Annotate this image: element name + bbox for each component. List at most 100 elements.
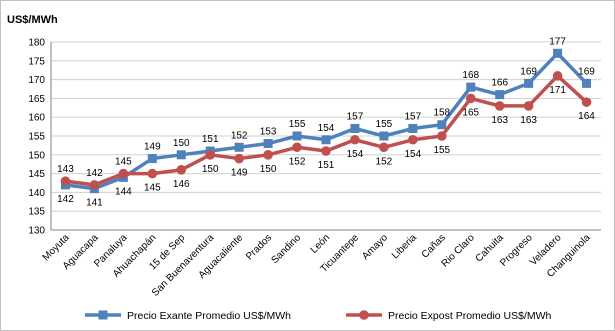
data-label: 151 — [318, 160, 335, 171]
y-axis-title: US$/MWh — [7, 14, 58, 26]
x-tick-label: León — [309, 232, 333, 256]
data-point — [379, 142, 389, 153]
legend: Precio Exante Promedio US$/MWh Precio Exp… — [85, 310, 552, 322]
x-tick-label: Progreso — [498, 232, 535, 269]
data-label: 166 — [491, 78, 508, 89]
data-point — [408, 134, 418, 145]
data-point — [263, 139, 273, 149]
data-label: 145 — [115, 157, 132, 168]
data-label: 157 — [347, 111, 364, 122]
data-label: 142 — [86, 168, 103, 179]
data-point — [553, 48, 563, 58]
data-point — [321, 146, 331, 156]
legend-label-1: Precio Exante Promedio US$/MWh — [127, 310, 291, 322]
y-tick-label: 150 — [28, 150, 45, 161]
data-label: 150 — [202, 164, 219, 175]
data-label: 155 — [376, 119, 393, 130]
data-label: 169 — [578, 66, 595, 77]
data-point — [379, 131, 389, 141]
data-point — [118, 168, 129, 179]
data-point — [581, 97, 592, 107]
data-point — [437, 120, 447, 130]
data-label: 163 — [520, 115, 537, 126]
data-point — [234, 153, 244, 164]
data-point — [552, 71, 563, 81]
data-label: 177 — [549, 36, 566, 47]
series-layer — [60, 48, 592, 194]
data-label: 157 — [404, 111, 421, 122]
data-label: 155 — [289, 119, 306, 130]
data-point — [494, 101, 505, 111]
y-tick-label: 140 — [28, 188, 45, 199]
y-axis-ticks: 130 135 140 145 150 155 160 165 170 175 180 — [28, 38, 45, 237]
data-label: 171 — [549, 85, 566, 96]
data-point — [408, 123, 418, 133]
x-tick-label: Cañas — [420, 232, 448, 260]
data-label: 146 — [173, 179, 190, 190]
data-point — [524, 78, 534, 88]
data-point — [147, 168, 158, 179]
legend-marker — [359, 310, 369, 320]
data-point — [466, 82, 476, 92]
legend-label-2: Precio Expost Promedio US$/MWh — [388, 310, 552, 322]
data-label: 154 — [318, 123, 335, 134]
data-point — [465, 93, 476, 104]
y-tick-label: 165 — [28, 94, 45, 105]
x-tick-label: Liberia — [390, 232, 419, 261]
data-point — [234, 142, 244, 152]
data-point — [176, 165, 187, 175]
data-label: 154 — [404, 149, 421, 160]
data-label: 143 — [57, 164, 74, 175]
y-tick-label: 160 — [28, 113, 45, 124]
y-tick-label: 145 — [28, 169, 45, 180]
data-point — [350, 134, 360, 145]
legend-marker — [98, 310, 108, 320]
y-tick-label: 180 — [28, 38, 45, 49]
data-label: 151 — [202, 134, 219, 145]
data-label: 141 — [86, 198, 103, 209]
data-point — [89, 180, 100, 190]
y-tick-label: 170 — [28, 75, 45, 86]
data-point — [321, 135, 331, 145]
data-point — [350, 123, 360, 133]
y-tick-label: 135 — [28, 207, 45, 218]
data-label: 149 — [231, 168, 248, 179]
data-point — [523, 101, 534, 111]
data-label: 150 — [173, 138, 190, 149]
y-tick-label: 175 — [28, 56, 45, 67]
data-point — [60, 176, 71, 186]
data-label: 158 — [433, 108, 450, 119]
data-labels-layer: 143 142 142 141 145 144 149 145 150 146 151 150 152 1… — [57, 36, 595, 208]
y-tick-label: 155 — [28, 132, 45, 143]
data-label: 165 — [462, 107, 479, 118]
data-point — [436, 131, 447, 141]
data-label: 168 — [462, 70, 479, 81]
data-point — [263, 150, 273, 160]
data-point — [205, 150, 216, 160]
data-point — [176, 150, 186, 160]
data-label: 145 — [144, 183, 161, 194]
x-tick-label: Amayo — [360, 232, 390, 262]
data-label: 150 — [260, 164, 277, 175]
data-label: 154 — [347, 149, 364, 160]
y-tick-label: 130 — [28, 226, 45, 237]
data-label: 152 — [289, 156, 306, 167]
data-label: 164 — [578, 111, 595, 122]
data-label: 169 — [520, 66, 537, 77]
data-label: 153 — [260, 127, 277, 138]
data-label: 144 — [115, 186, 132, 197]
data-label: 142 — [57, 194, 74, 205]
data-label: 149 — [144, 142, 161, 153]
data-label: 163 — [491, 115, 508, 126]
data-point — [292, 142, 302, 153]
data-label: 152 — [231, 130, 248, 141]
data-point — [495, 90, 505, 100]
data-point — [147, 154, 157, 164]
data-point — [292, 131, 302, 141]
data-point — [582, 78, 592, 88]
data-label: 155 — [433, 145, 450, 156]
x-tick-label: Sandino — [269, 232, 303, 266]
